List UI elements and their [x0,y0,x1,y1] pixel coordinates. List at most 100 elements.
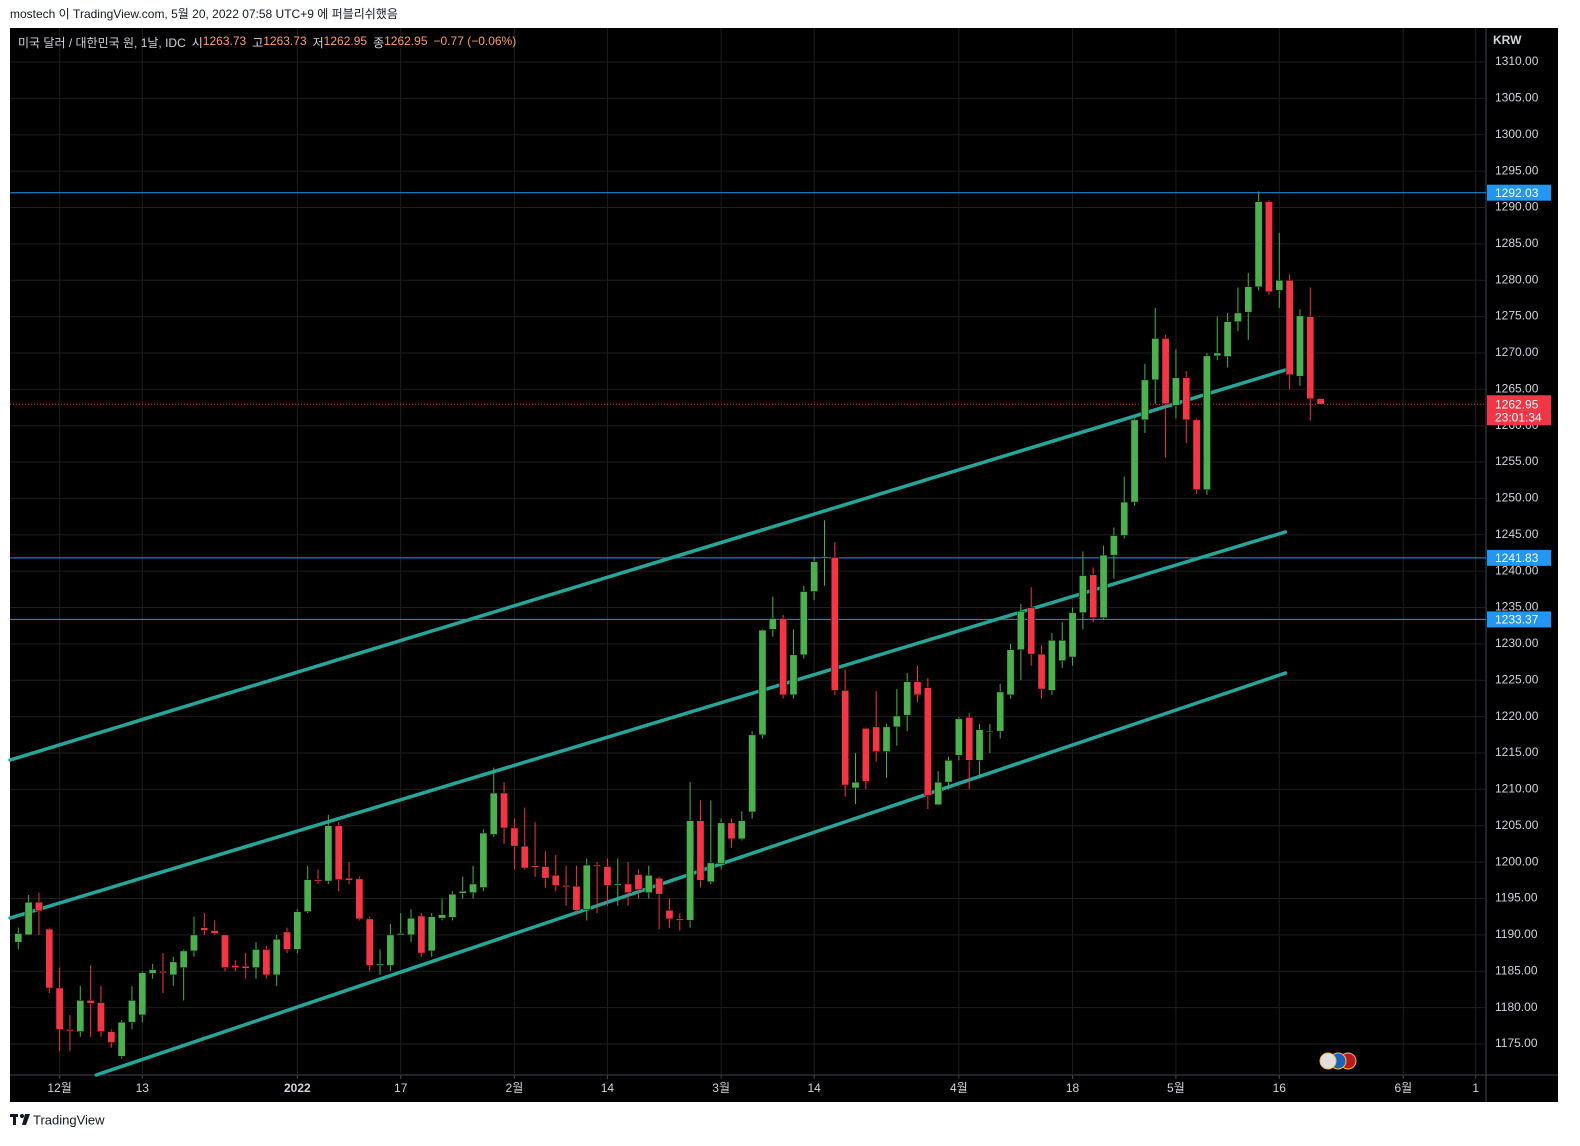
candle-body [520,845,529,869]
candle-body [872,726,881,752]
candle-body [541,866,550,879]
candle-body [882,726,891,752]
currency-label: KRW [1493,33,1522,47]
candle-body [355,878,364,920]
candle-body [334,825,343,880]
candle-body [1027,607,1036,655]
trend-line [8,368,1288,762]
candle-body [262,949,271,976]
x-tick-label: 1 [1472,1081,1479,1095]
candle-body [179,950,188,968]
candle-body [1296,315,1304,377]
candle-body [407,917,415,936]
candle-body [231,965,240,968]
candle-body [86,1000,95,1004]
candle-body [283,931,291,950]
symbol-title: 미국 달러 / 대한민국 원, 1날, IDC [18,36,186,50]
open-key: 시 [191,36,203,50]
candle-body [365,918,374,966]
open-value: 1263.73 [202,34,247,48]
candle-body [1130,419,1139,503]
candle-body [954,718,963,756]
candle-body [303,879,312,912]
x-tick-label: 16 [1273,1081,1287,1095]
price-label: 1233.37 [1495,613,1539,627]
candle-body [314,879,322,882]
candle-body [944,760,953,783]
candle-body [14,933,23,943]
x-tick-label: 17 [394,1081,408,1095]
candle-body [35,901,43,912]
y-tick-label: 1205.00 [1495,818,1539,832]
candle-body [572,885,581,911]
candle-body [1265,201,1273,293]
candle-body [376,963,384,966]
candle-body [458,890,467,894]
candle-body [737,820,746,840]
candle-body [45,928,54,989]
y-tick-label: 1290.00 [1495,200,1539,214]
x-tick-label: 14 [807,1081,821,1095]
candle-body [603,866,612,886]
candle-body [799,591,808,656]
x-tick-label: 14 [601,1081,615,1095]
y-tick-label: 1180.00 [1495,1000,1538,1014]
candle-body [758,629,767,736]
y-tick-label: 1200.00 [1495,854,1539,868]
candle-body [923,687,932,796]
y-tick-label: 1280.00 [1495,272,1539,286]
candle-body [985,730,994,733]
last-price-label: 1262.95 [1495,397,1539,411]
y-tick-label: 1190.00 [1495,927,1538,941]
x-tick-label: 5월 [1167,1081,1185,1095]
candle-body [996,691,1005,732]
candle-body [1017,610,1025,650]
candle-body [562,885,570,888]
y-tick-label: 1185.00 [1495,963,1538,977]
high-key: 고 [252,36,264,50]
candle-body [1203,355,1211,490]
candle-body [1006,649,1015,696]
candle-body [200,927,209,931]
candle-body [903,681,912,716]
candle-body [241,965,250,969]
y-tick-label: 1255.00 [1495,454,1539,468]
candle-body [1079,575,1087,613]
candle-body [427,916,436,952]
x-tick-label: 6월 [1394,1081,1412,1095]
candle-body [696,820,705,881]
y-tick-label: 1210.00 [1495,782,1539,796]
candle-body [675,918,684,921]
price-label: 1292.03 [1495,186,1539,200]
candle-body [717,822,725,864]
candle-body [1306,316,1315,400]
candle-body [913,681,922,696]
candle-body [830,557,839,691]
last-price-box [1487,395,1551,426]
candle-body [345,877,353,881]
candle-body [510,827,519,847]
y-tick-label: 1265.00 [1495,381,1539,395]
candle-body [1068,612,1077,658]
candle-body [469,883,477,893]
candle-body [1192,419,1201,490]
candle-body [1141,379,1149,421]
candle-body [489,792,498,835]
x-tick-label: 2022 [284,1081,311,1095]
candle-body [1316,398,1325,405]
y-tick-label: 1310.00 [1495,54,1539,68]
price-label-box [1487,549,1551,566]
candle-body [210,930,219,934]
candle-body [1120,501,1129,536]
candle-body [1048,640,1056,691]
candle-body [1161,338,1170,405]
candle-body [417,915,426,954]
price-label-box [1487,611,1551,628]
price-label-box [1487,184,1551,201]
footer-logo [10,1114,30,1125]
y-tick-label: 1220.00 [1495,709,1539,723]
candle-body [727,822,736,840]
y-tick-label: 1305.00 [1495,91,1539,105]
y-tick-label: 1250.00 [1495,491,1539,505]
close-value: 1262.95 [384,34,428,48]
